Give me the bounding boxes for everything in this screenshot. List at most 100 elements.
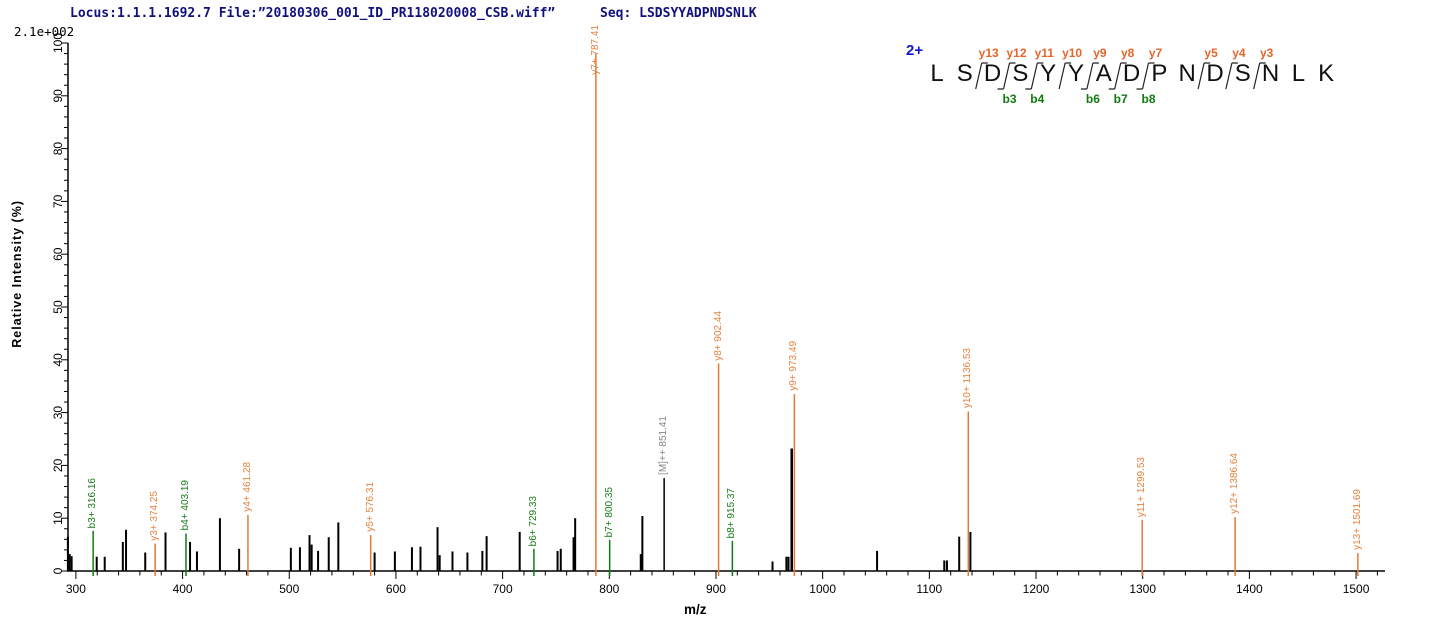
peak-unassigned — [436, 527, 439, 571]
y-ion-label-y4: y4 — [1232, 46, 1246, 60]
peak-unassigned — [317, 550, 320, 571]
peak-unassigned — [785, 556, 788, 571]
x-tick-label: 1500 — [1342, 582, 1370, 596]
residue-8-D: D — [1122, 60, 1141, 87]
peak-unassigned — [289, 547, 292, 571]
peak-unassigned — [518, 531, 521, 571]
peak-unassigned — [485, 536, 488, 571]
x-tick-label: 800 — [599, 582, 620, 596]
cleavage-mark-after-4 — [1025, 62, 1044, 90]
peak-label-y11+: y11+ 1299.53 — [1136, 456, 1148, 517]
y-ion-label-y12: y12 — [1006, 46, 1027, 60]
peak-unassigned — [121, 541, 124, 571]
peak-unassigned — [393, 551, 396, 571]
x-tick-label: 500 — [279, 582, 300, 596]
peak-unassigned — [310, 544, 313, 571]
x-tick-label: 1200 — [1022, 582, 1050, 596]
peak-unassigned — [639, 554, 642, 571]
peak-unassigned — [641, 516, 644, 571]
y-tick-label: 10 — [51, 511, 65, 525]
y-tick-label: 30 — [51, 406, 65, 420]
residue-11-D: D — [1206, 60, 1224, 87]
peak-unassigned — [337, 522, 340, 571]
peak-unassigned — [195, 551, 198, 571]
peak-label-y4+: y4+ 461.28 — [241, 462, 253, 513]
max-intensity-label: 2.1e+002 — [14, 24, 75, 39]
peak-label-y10+: y10+ 1136.53 — [962, 348, 974, 409]
x-tick-label: 1000 — [809, 582, 836, 596]
peak-unassigned — [438, 555, 441, 571]
b-ion-label-b7: b7 — [1113, 92, 1128, 106]
residue-1-L: L — [930, 60, 944, 87]
y-tick-label: 70 — [51, 194, 65, 208]
peak-unassigned — [308, 535, 311, 571]
residue-13-N: N — [1261, 60, 1280, 87]
peak-unassigned — [70, 556, 73, 571]
y-tick-label: 90 — [51, 89, 65, 103]
x-tick-label: 1100 — [916, 582, 943, 596]
peak-y — [595, 53, 597, 577]
cleavage-mark-after-8 — [1136, 62, 1155, 90]
peak-unassigned — [238, 548, 241, 571]
peak-unassigned — [298, 547, 301, 571]
peak-unassigned — [103, 556, 106, 571]
peak-y — [717, 363, 720, 576]
peak-y — [967, 411, 970, 576]
y-tick-label: 0 — [51, 567, 65, 574]
peak-y — [369, 535, 372, 576]
peak-unassigned — [574, 518, 577, 571]
peak-label-b8+: b8+ 915.37 — [726, 487, 738, 538]
y-tick-label: 50 — [51, 300, 65, 314]
peak-unassigned — [556, 550, 559, 571]
residue-14-L: L — [1291, 60, 1306, 87]
peak-b — [731, 540, 734, 576]
peak-unassigned — [410, 547, 413, 571]
cleavage-mark-after-2 — [975, 62, 988, 90]
peak-unassigned — [327, 537, 330, 571]
peak-label-b7+: b7+ 800.35 — [603, 486, 615, 537]
x-tick-label: 1300 — [1129, 582, 1157, 596]
y-tick-label: 60 — [51, 247, 65, 261]
peak-unassigned — [66, 536, 69, 571]
peak-unassigned — [95, 556, 98, 571]
residue-7-A: A — [1095, 60, 1112, 87]
y-tick-label: 80 — [51, 142, 65, 156]
peak-b — [92, 530, 94, 576]
peak-y — [247, 515, 249, 576]
cleavage-mark-after-11 — [1225, 62, 1238, 90]
peak-unassigned — [945, 560, 948, 571]
cleavage-mark-after-6 — [1080, 62, 1099, 90]
peak-unassigned — [559, 548, 562, 571]
peak-unassigned — [419, 546, 422, 571]
y-ion-label-y13: y13 — [978, 46, 999, 60]
b-ion-label-b3: b3 — [1002, 92, 1017, 106]
residue-10-N: N — [1178, 60, 1196, 87]
x-tick-label: 600 — [385, 582, 406, 596]
precursor-charge-label: 2+ — [906, 42, 924, 59]
cleavage-mark-after-5 — [1058, 62, 1072, 90]
peak-y — [793, 394, 796, 576]
peak-unassigned — [958, 536, 961, 571]
y-ion-label-y3: y3 — [1260, 46, 1274, 60]
peak-y — [1357, 553, 1359, 576]
b-ion-label-b6: b6 — [1085, 92, 1100, 106]
y-tick-label: 100 — [51, 33, 65, 53]
sequence-header-label: Seq: LSDSYYADPNDSNLK — [600, 6, 757, 21]
residue-6-Y: Y — [1067, 60, 1084, 87]
residue-5-Y: Y — [1040, 60, 1057, 87]
y-ion-label-y10: y10 — [1062, 46, 1083, 60]
cleavage-mark-after-7 — [1108, 62, 1127, 90]
residue-3-D: D — [983, 60, 1002, 87]
peak-b — [608, 539, 611, 576]
peak-label-y12+: y12+ 1386.64 — [1229, 453, 1241, 515]
peak-unassigned — [481, 550, 484, 571]
peak-label-b4+: b4+ 403.19 — [179, 480, 191, 531]
y-tick-label: 20 — [51, 458, 65, 472]
peak-unassigned — [164, 532, 167, 571]
residue-4-S: S — [1012, 60, 1029, 87]
peak-y — [1234, 517, 1236, 576]
peak-b — [185, 533, 187, 576]
peak-unassigned — [969, 531, 972, 571]
